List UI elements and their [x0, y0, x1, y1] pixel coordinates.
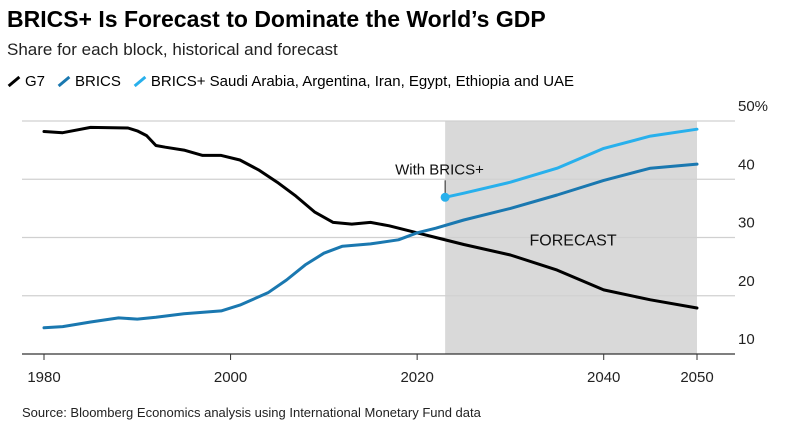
- series-line-g7: [42, 125, 699, 310]
- y-tick-label: 40: [738, 156, 755, 173]
- legend-item-brics-plus: BRICS+ Saudi Arabia, Argentina, Iran, Eg…: [133, 73, 574, 90]
- legend-item-g7: G7: [7, 73, 45, 90]
- legend: G7 BRICS BRICS+ Saudi Arabia, Argentina,…: [7, 73, 574, 90]
- x-tick-label: 2050: [680, 369, 713, 386]
- legend-label-g7: G7: [25, 73, 46, 90]
- chart-subtitle: Share for each block, historical and for…: [7, 40, 338, 59]
- brics-plus-start-point: [440, 192, 450, 202]
- series-line-brics-plus: [443, 127, 699, 199]
- y-tick-label: 20: [738, 273, 755, 290]
- y-tick-label: 10: [738, 331, 755, 348]
- source-note: Source: Bloomberg Economics analysis usi…: [22, 405, 481, 420]
- series-line-brics: [42, 162, 699, 330]
- x-tick-label: 1980: [27, 369, 60, 386]
- annotation-label: With BRICS+: [395, 161, 484, 178]
- x-tick-label: 2020: [400, 369, 433, 386]
- legend-label-brics-plus: BRICS+ Saudi Arabia, Argentina, Iran, Eg…: [150, 73, 575, 90]
- x-tick-label: 2000: [214, 369, 247, 386]
- forecast-label: FORECAST: [530, 233, 617, 250]
- y-tick-label: 50%: [738, 98, 768, 115]
- y-tick-label: 30: [738, 215, 755, 232]
- chart-title: BRICS+ Is Forecast to Dominate the World…: [7, 6, 546, 32]
- x-tick-label: 2040: [587, 369, 620, 386]
- legend-item-brics: BRICS: [57, 73, 121, 90]
- legend-label-brics: BRICS: [75, 73, 121, 90]
